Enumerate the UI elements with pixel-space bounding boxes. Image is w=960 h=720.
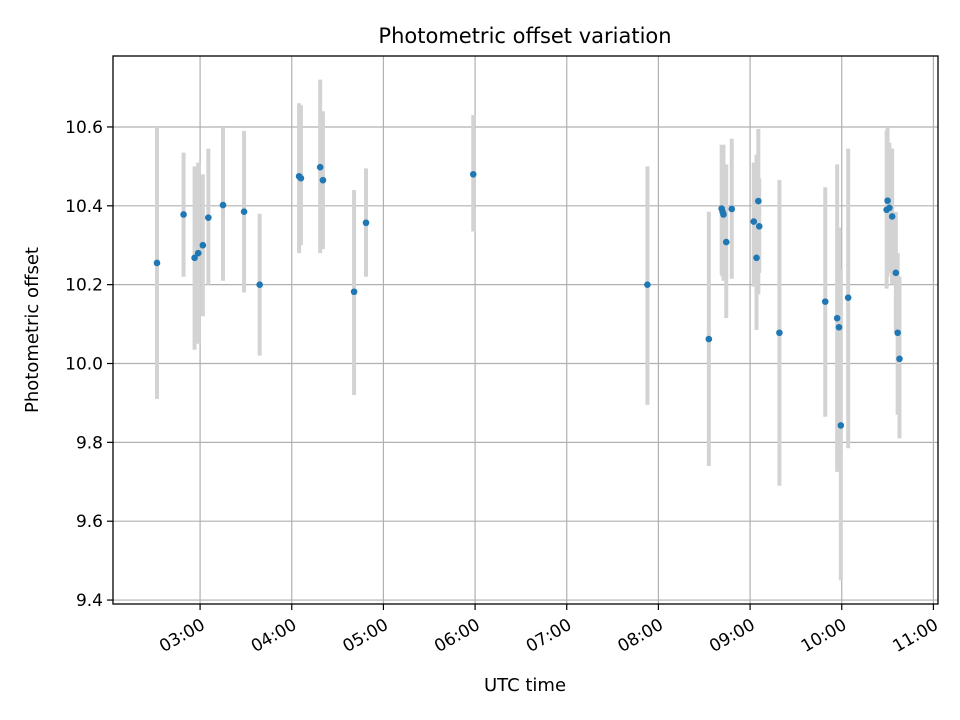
data-point-39 <box>896 355 903 363</box>
grid-lines <box>113 56 938 604</box>
data-point-34 <box>884 197 891 204</box>
data-point-27 <box>776 329 783 337</box>
data-point-1 <box>180 211 187 218</box>
data-point-29 <box>833 314 841 322</box>
data-point-12 <box>319 176 327 184</box>
data-point-28 <box>821 298 829 305</box>
y-tick-label-2: 9.8 <box>76 433 103 453</box>
data-points <box>153 163 903 429</box>
data-point-5 <box>205 214 212 221</box>
data-point-14 <box>362 219 370 227</box>
data-point-17 <box>705 335 713 343</box>
y-tick-label-6: 10.6 <box>65 118 103 138</box>
data-point-36 <box>888 213 896 220</box>
data-point-2 <box>191 254 198 262</box>
data-point-20 <box>720 211 727 218</box>
data-point-16 <box>644 281 651 288</box>
data-point-21 <box>722 238 730 246</box>
y-axis-ticks: 9.4 9.6 9.8 10.0 10.2 10.4 10.6 <box>65 118 113 611</box>
data-point-31 <box>837 422 845 429</box>
y-tick-label-3: 10.0 <box>65 355 103 375</box>
data-point-4 <box>199 241 207 249</box>
data-point-13 <box>350 288 358 296</box>
data-point-25 <box>755 197 762 205</box>
y-axis-label: Photometric offset <box>22 247 43 413</box>
data-point-26 <box>755 223 763 230</box>
data-point-6 <box>219 201 227 209</box>
y-tick-label-4: 10.2 <box>65 276 103 296</box>
data-point-15 <box>469 170 477 178</box>
data-point-0 <box>153 259 161 267</box>
data-point-11 <box>316 163 324 171</box>
y-tick-label-0: 9.4 <box>76 591 103 611</box>
data-point-3 <box>194 249 202 257</box>
data-point-10 <box>297 174 305 182</box>
data-point-32 <box>844 294 852 301</box>
x-axis-label: UTC time <box>484 675 566 696</box>
data-point-30 <box>835 323 843 331</box>
data-point-35 <box>886 204 893 212</box>
data-point-23 <box>750 218 758 225</box>
plot-frame <box>112 55 939 605</box>
data-point-24 <box>753 254 760 262</box>
data-point-37 <box>892 269 900 277</box>
y-tick-label-5: 10.4 <box>65 197 103 217</box>
data-point-22 <box>728 205 736 213</box>
y-tick-label-1: 9.6 <box>76 512 103 532</box>
data-point-7 <box>240 208 248 216</box>
data-point-38 <box>894 329 901 337</box>
chart-title: Photometric offset variation <box>378 24 671 48</box>
data-point-8 <box>256 281 263 288</box>
